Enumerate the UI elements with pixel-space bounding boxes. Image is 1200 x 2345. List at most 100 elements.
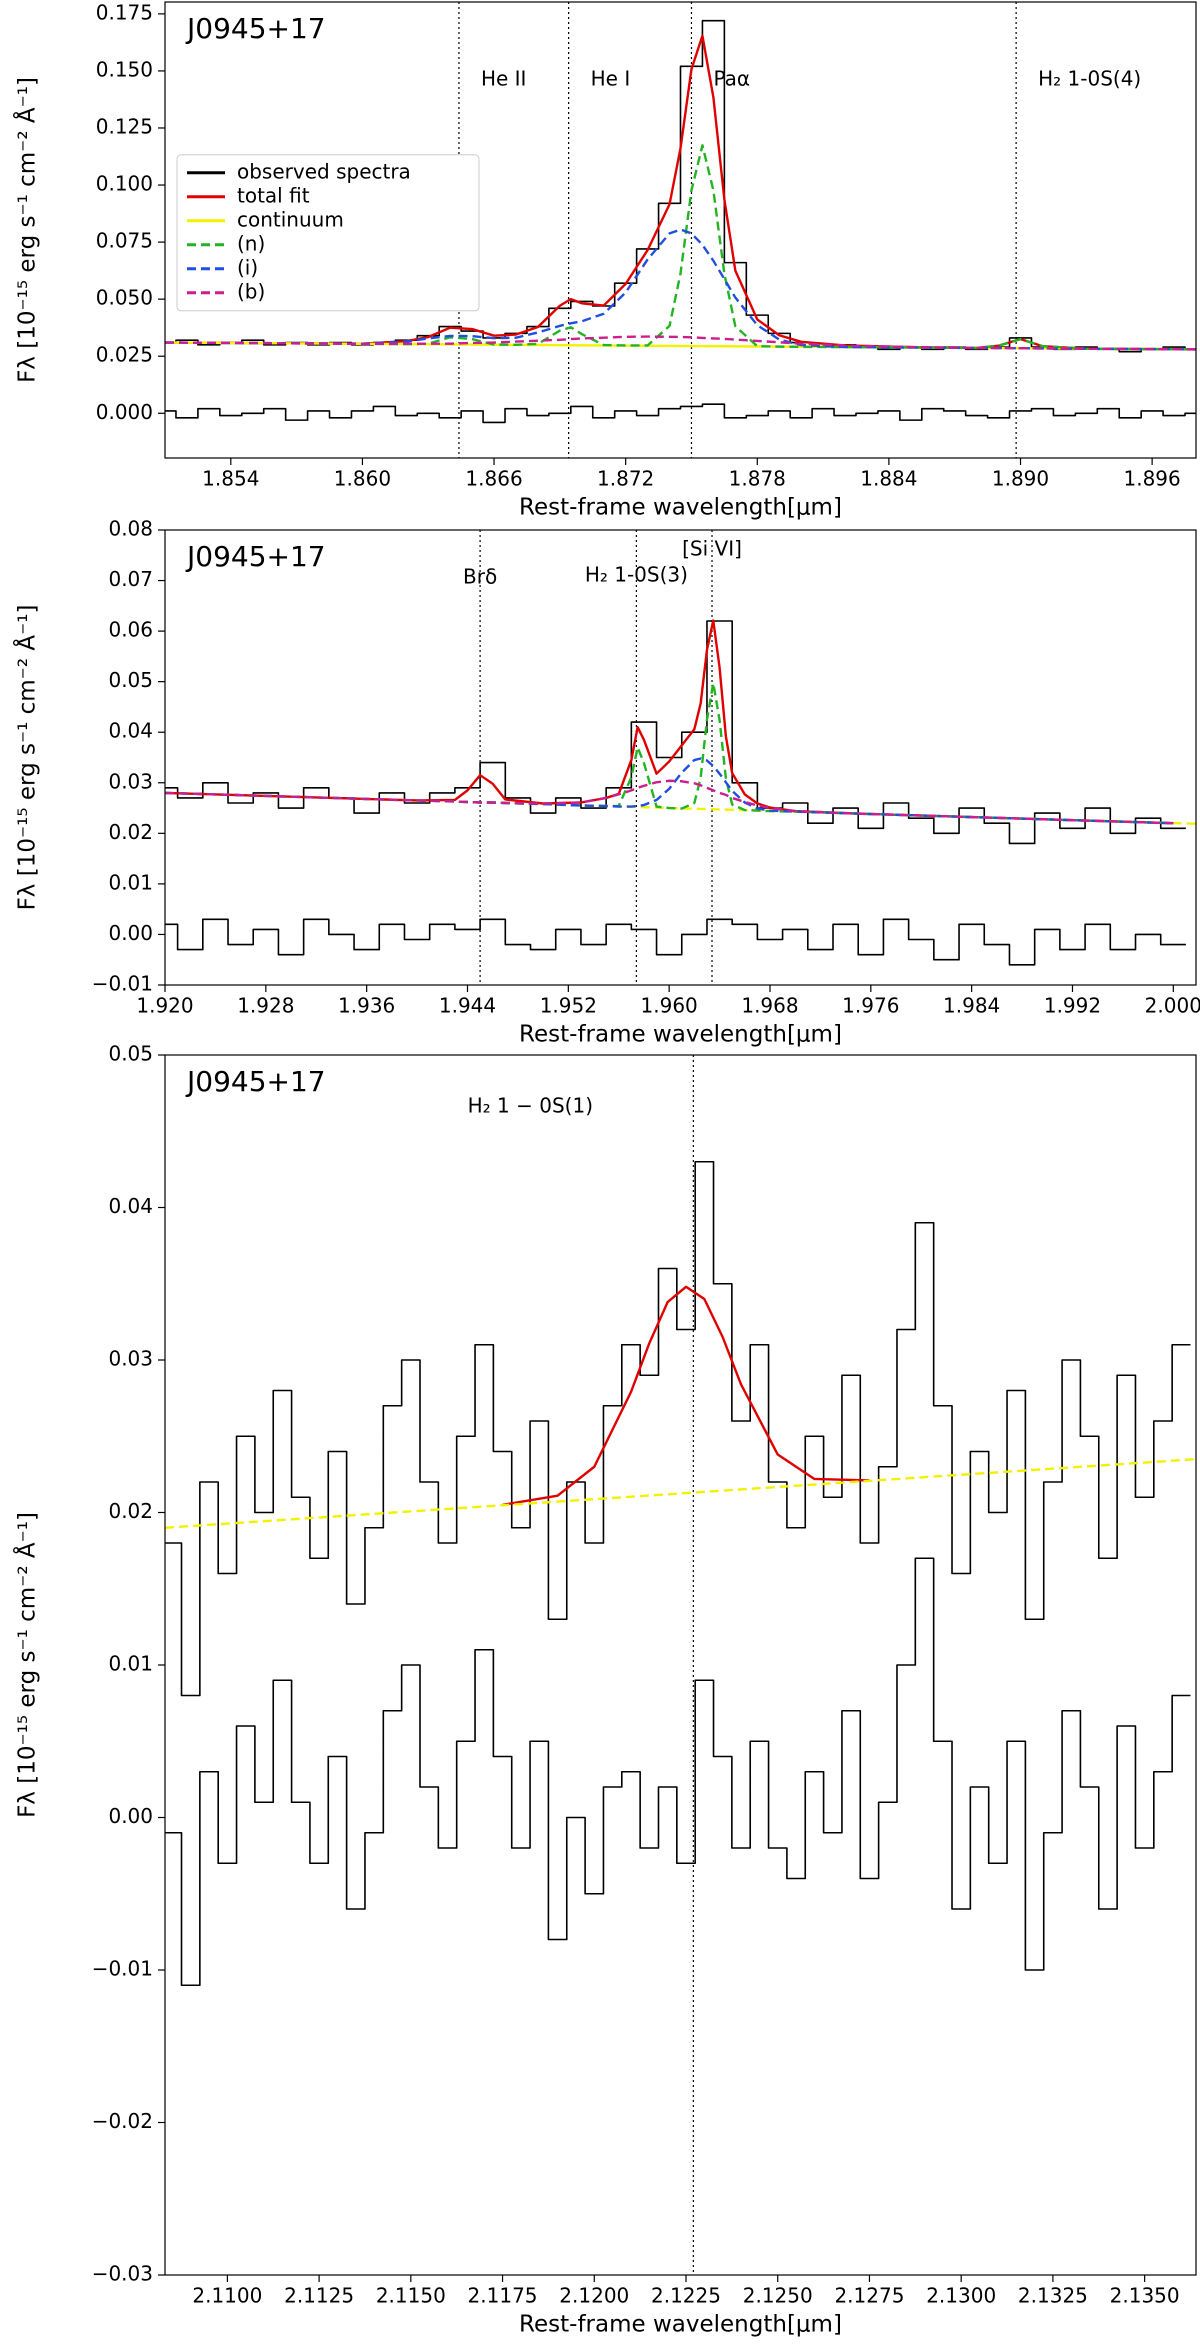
y-tick-label: 0.01 [108, 870, 153, 894]
x-tick-label: 1.884 [860, 467, 917, 491]
x-tick-label: 1.866 [465, 467, 522, 491]
x-tick-label: 1.890 [992, 467, 1049, 491]
y-tick-label: 0.075 [96, 229, 153, 253]
y-tick-label: 0.02 [108, 820, 153, 844]
y-tick-label: 0.02 [108, 1499, 153, 1523]
panel-title: J0945+17 [185, 1065, 326, 1098]
spectrum-line [165, 1557, 1191, 1987]
legend-box [176, 154, 480, 312]
fit-line [165, 619, 1174, 825]
line-label: H₂ 1-0S(3) [585, 563, 688, 587]
fit-line [502, 1285, 870, 1507]
plot-area [165, 530, 1196, 985]
y-tick-label: 0.03 [108, 769, 153, 793]
fit-line [165, 228, 1196, 351]
fit-line [165, 1457, 1196, 1529]
y-axis-label: Fλ [10⁻¹⁵ erg s⁻¹ cm⁻² Å⁻¹] [13, 1512, 41, 1818]
y-tick-label: 0.06 [108, 618, 153, 642]
panel: −0.03 −0.02 −0.01 0.00 0.01 0.02 0.03 0.04 0.05 2… [13, 1042, 1197, 2338]
spectrum-line [165, 620, 1186, 845]
axes-frame [164, 1, 1197, 459]
y-tick-label: 0.08 [108, 517, 153, 541]
y-tick-label: 0.04 [108, 719, 153, 743]
x-axis-label: Rest-frame wavelength[μm] [519, 495, 842, 521]
x-tick-label: 2.1250 [743, 2284, 813, 2308]
x-tick-label: 1.976 [842, 994, 899, 1018]
x-tick-label: 2.1350 [1110, 2284, 1180, 2308]
y-tick-label: −0.03 [92, 2262, 153, 2286]
legend-label: (n) [237, 231, 265, 255]
y-tick-label: 0.025 [96, 343, 153, 367]
y-tick-label: 0.00 [108, 921, 153, 945]
x-tick-label: 2.1300 [926, 2284, 996, 2308]
panel-title: J0945+17 [185, 540, 326, 573]
x-tick-label: 1.968 [741, 994, 798, 1018]
y-tick-label: −0.01 [92, 1957, 153, 1981]
x-tick-label: 2.1125 [284, 2284, 354, 2308]
x-tick-label: 2.1325 [1018, 2284, 1088, 2308]
x-tick-label: 1.896 [1123, 467, 1180, 491]
line-label: Brδ [463, 565, 497, 589]
y-tick-label: −0.01 [92, 972, 153, 996]
x-tick-label: 1.920 [136, 994, 193, 1018]
y-tick-label: 0.100 [96, 172, 153, 196]
axes-frame [164, 529, 1197, 986]
line-label: He I [591, 67, 631, 91]
line-label: Paα [713, 67, 750, 91]
line-label: He II [481, 67, 527, 91]
y-tick-label: 0.00 [108, 1804, 153, 1828]
y-tick-label: 0.050 [96, 286, 153, 310]
y-tick-label: 0.05 [108, 668, 153, 692]
x-tick-label: 1.992 [1044, 994, 1101, 1018]
spectrum-line [165, 918, 1186, 966]
panel: −0.01 0.00 0.01 0.02 0.03 0.04 0.05 0.06 0.07 0.0… [13, 517, 1200, 1048]
x-tick-label: 2.1175 [468, 2284, 538, 2308]
fit-line [165, 335, 1196, 351]
x-tick-label: 1.928 [237, 994, 294, 1018]
y-tick-label: 0.125 [96, 114, 153, 138]
line-label: [Si VI] [682, 537, 742, 561]
fit-line [165, 757, 1174, 825]
x-tick-label: 1.860 [334, 467, 391, 491]
x-tick-label: 1.944 [439, 994, 496, 1018]
x-tick-label: 2.1275 [834, 2284, 904, 2308]
x-tick-label: 2.1225 [651, 2284, 721, 2308]
axes-frame [164, 1054, 1197, 2276]
y-tick-label: 0.150 [96, 57, 153, 81]
y-tick-label: −0.02 [92, 2109, 153, 2133]
x-tick-label: 2.1150 [376, 2284, 446, 2308]
x-tick-label: 1.854 [202, 467, 259, 491]
y-axis-label: Fλ [10⁻¹⁵ erg s⁻¹ cm⁻² Å⁻¹] [13, 605, 41, 911]
legend-label: total fit [237, 183, 310, 207]
x-axis-label: Rest-frame wavelength[μm] [519, 1022, 842, 1048]
panel: 0.000 0.025 0.050 0.075 0.100 0.125 0.150 0.175… [13, 0, 1197, 521]
legend-label: continuum [237, 207, 344, 231]
y-tick-label: 0.175 [96, 0, 153, 24]
x-tick-label: 1.960 [641, 994, 698, 1018]
fit-line [165, 681, 1174, 825]
line-label: H₂ 1-0S(4) [1038, 67, 1141, 91]
x-tick-label: 2.1100 [192, 2284, 262, 2308]
y-tick-label: 0.03 [108, 1347, 153, 1371]
spectrum-line [165, 1160, 1191, 1697]
legend-label: (i) [237, 255, 258, 279]
spectrum-line [165, 403, 1196, 424]
line-label: H₂ 1 − 0S(1) [468, 1094, 593, 1118]
x-tick-label: 1.872 [597, 467, 654, 491]
panel-title: J0945+17 [185, 12, 326, 45]
legend-label: observed spectra [237, 159, 411, 183]
y-tick-label: 0.01 [108, 1652, 153, 1676]
y-tick-label: 0.05 [108, 1042, 153, 1066]
y-axis-label: Fλ [10⁻¹⁵ erg s⁻¹ cm⁻² Å⁻¹] [13, 77, 41, 383]
y-tick-label: 0.07 [108, 567, 153, 591]
plot-area [165, 2, 1196, 458]
legend-label: (b) [237, 279, 265, 303]
y-tick-label: 0.04 [108, 1194, 153, 1218]
y-tick-label: 0.000 [96, 400, 153, 424]
x-tick-label: 1.936 [338, 994, 395, 1018]
x-tick-label: 2.1200 [559, 2284, 629, 2308]
x-tick-label: 1.952 [540, 994, 597, 1018]
x-axis-label: Rest-frame wavelength[μm] [519, 2312, 842, 2338]
